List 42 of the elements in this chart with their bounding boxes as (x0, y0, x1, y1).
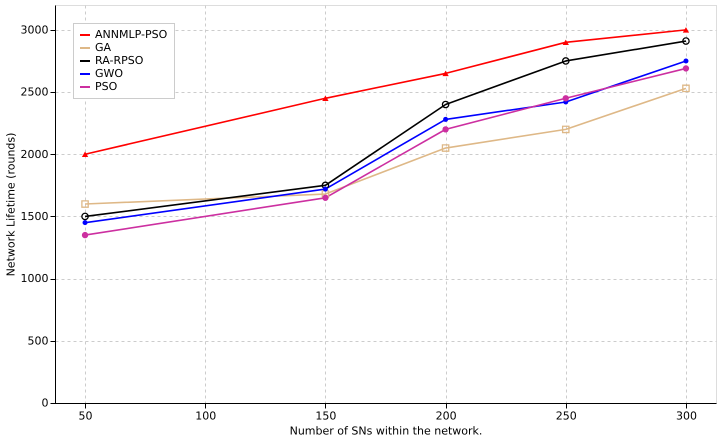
point (682, 65, 690, 72)
point (682, 27, 690, 33)
y-axis-title: Network Lifetime (rounds) (4, 132, 18, 276)
point (322, 190, 330, 198)
x-tick-label: 250 (556, 410, 577, 422)
point (443, 116, 448, 122)
point (562, 95, 569, 102)
point (562, 40, 569, 46)
point (682, 84, 690, 92)
y-tick-label: 1500 (20, 210, 48, 223)
point (322, 182, 330, 190)
point (442, 126, 449, 133)
y-tick-label: 0 (42, 396, 48, 410)
point (322, 194, 329, 201)
y-tick-label: 2000 (20, 148, 48, 161)
y-tick-label: 500 (28, 334, 48, 348)
x-tick-label: 100 (195, 410, 216, 422)
point (442, 70, 449, 76)
point (81, 200, 89, 208)
point (562, 126, 570, 134)
y-tick-label: 3000 (20, 23, 48, 36)
point (322, 186, 328, 192)
point (562, 57, 570, 65)
y-tick-label: 1000 (20, 272, 48, 286)
legend-label: GA (95, 41, 112, 54)
point (442, 144, 450, 152)
point (442, 100, 450, 108)
y-tick-label: 2500 (20, 86, 48, 99)
x-tick-label: 200 (436, 410, 457, 422)
point (683, 58, 688, 64)
point (82, 232, 88, 238)
x-tick-label: 150 (315, 410, 336, 422)
x-tick-label: 50 (78, 410, 93, 422)
point (82, 220, 88, 226)
x-axis-title: Number of SNs within the network. (290, 424, 482, 438)
legend-label: GWO (95, 67, 124, 80)
legend-label: ANNMLP-PSO (95, 28, 168, 41)
legend-label: RA-RPSO (95, 54, 144, 67)
x-tick-label: 300 (676, 410, 697, 422)
legend-label: PSO (95, 80, 118, 93)
point (322, 96, 329, 102)
point (82, 152, 88, 157)
